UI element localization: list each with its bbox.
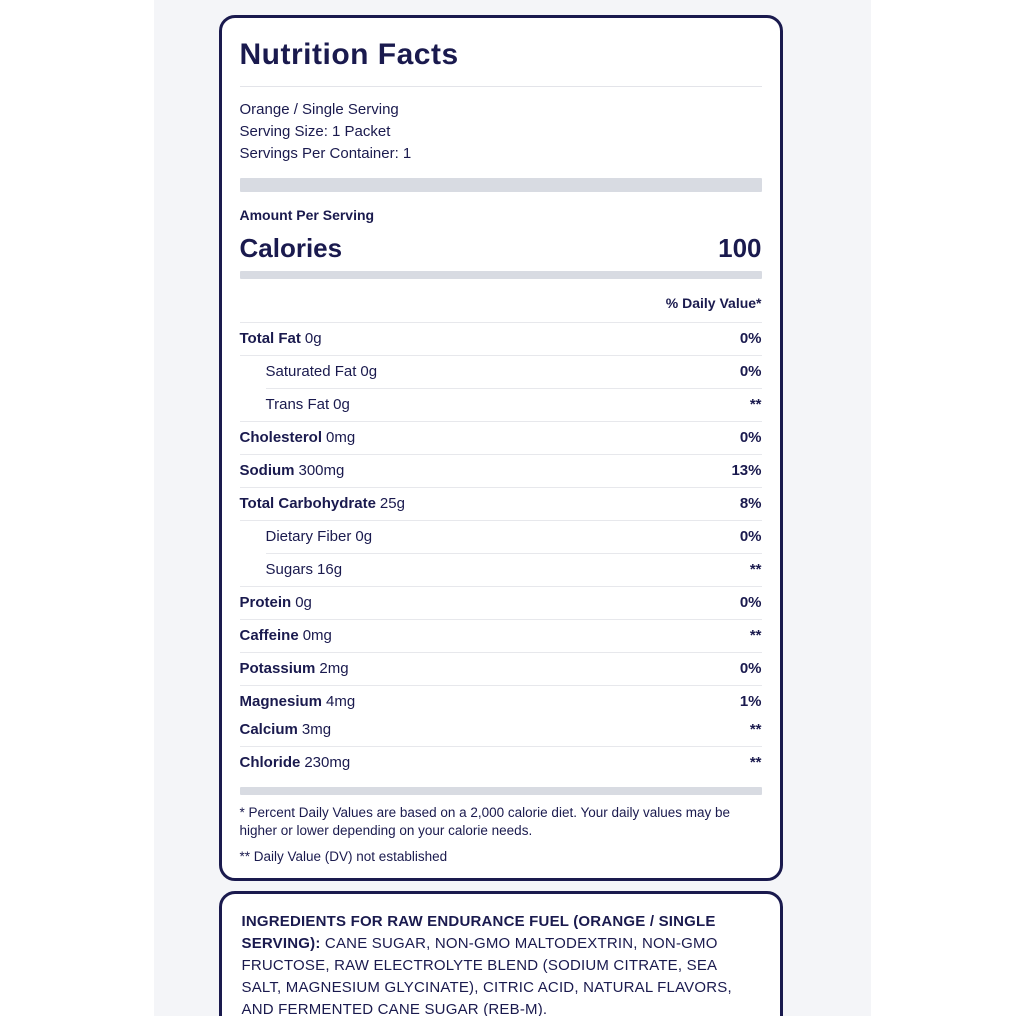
nutrient-dv: 0%: [739, 363, 762, 380]
nutrient-dv: 1%: [739, 693, 762, 710]
row-divider: [239, 355, 762, 356]
nutrient-dv: 13%: [731, 462, 762, 479]
nutrient-text: Saturated Fat 0g: [265, 363, 378, 380]
nutrient-dv: **: [749, 754, 762, 771]
row-divider: [239, 487, 762, 488]
servings-per-container-line: Servings Per Container: 1: [239, 145, 412, 162]
row-divider: [239, 746, 762, 747]
nutrient-text: Magnesium 4mg: [239, 693, 356, 710]
nutrient-dv: 0%: [739, 594, 762, 611]
nutrient-text: Sodium 300mg: [239, 462, 345, 479]
nutrient-dv: **: [749, 561, 762, 578]
row-divider: [265, 553, 762, 554]
nutrient-row-total-fat: Total Fat 0g 0%: [240, 323, 762, 355]
row-divider: [239, 454, 762, 455]
nutrient-row-magnesium: Magnesium 4mg 1%: [240, 686, 762, 718]
nutrient-text: Cholesterol 0mg: [239, 429, 356, 446]
row-divider: [239, 652, 762, 653]
nutrient-text: Total Carbohydrate 25g: [239, 495, 405, 512]
row-divider: [239, 586, 762, 587]
nutrient-row-saturated-fat: Saturated Fat 0g 0%: [240, 356, 762, 388]
section-separator-bar: [239, 271, 762, 279]
nutrient-row-caffeine: Caffeine 0mg **: [240, 620, 762, 652]
daily-value-header: % Daily Value*: [239, 287, 762, 323]
section-separator-bar: [239, 787, 762, 795]
row-divider: [239, 520, 762, 521]
nutrient-dv: **: [749, 627, 762, 644]
nutrient-dv: 0%: [739, 330, 762, 347]
nutrient-text: Protein 0g: [239, 594, 312, 611]
calories-value: 100: [718, 233, 762, 263]
nutrient-text: Trans Fat 0g: [265, 396, 350, 413]
nutrient-row-sodium: Sodium 300mg 13%: [240, 455, 762, 487]
label-sheet: Nutrition Facts Orange / Single Serving …: [153, 0, 871, 1016]
serving-size-line: Serving Size: 1 Packet: [239, 123, 391, 140]
nutrient-dv: 0%: [739, 660, 762, 677]
nutrient-row-potassium: Potassium 2mg 0%: [240, 653, 762, 685]
ingredients-text: INGREDIENTS FOR RAW ENDURANCE FUEL (ORAN…: [242, 911, 760, 1016]
nutrient-row-total-carbohydrate: Total Carbohydrate 25g 8%: [240, 488, 762, 520]
ingredients-panel: INGREDIENTS FOR RAW ENDURANCE FUEL (ORAN…: [218, 891, 783, 1016]
nutrient-row-dietary-fiber: Dietary Fiber 0g 0%: [240, 521, 762, 553]
nutrient-text: Chloride 230mg: [239, 754, 351, 771]
calories-row: Calories 100: [240, 233, 762, 263]
section-separator-bar: [239, 178, 762, 192]
nutrient-dv: **: [749, 396, 762, 413]
nutrient-text: Potassium 2mg: [239, 660, 349, 677]
nutrient-dv: 8%: [739, 495, 762, 512]
nutrient-row-protein: Protein 0g 0%: [240, 587, 762, 619]
nutrition-facts-title: Nutrition Facts: [239, 32, 762, 87]
nutrient-dv: 0%: [739, 429, 762, 446]
ingredients-heading: INGREDIENTS FOR RAW ENDURANCE FUEL (ORAN…: [241, 913, 716, 952]
nutrient-row-chloride: Chloride 230mg **: [240, 747, 762, 779]
nutrient-text: Caffeine 0mg: [239, 627, 332, 644]
flavor-serving-line: Orange / Single Serving: [239, 101, 399, 118]
ingredients-list: CANE SUGAR, NON-GMO MALTODEXTRIN, NON-GM…: [241, 935, 732, 1016]
calories-label: Calories: [239, 233, 343, 263]
row-divider: [265, 388, 762, 389]
daily-value-footnote: * Percent Daily Values are based on a 2,…: [239, 805, 731, 838]
nutrient-text: Total Fat 0g: [239, 330, 322, 347]
dv-not-established-footnote: ** Daily Value (DV) not established: [239, 849, 448, 864]
nutrient-text: Sugars 16g: [265, 561, 343, 578]
amount-per-serving-label: Amount Per Serving: [239, 207, 375, 223]
row-divider: [239, 421, 762, 422]
nutrient-row-calcium: Calcium 3mg **: [240, 718, 762, 746]
nutrient-text: Calcium 3mg: [239, 721, 332, 738]
row-divider: [239, 619, 762, 620]
nutrient-dv: 0%: [739, 528, 762, 545]
nutrient-text: Dietary Fiber 0g: [265, 528, 373, 545]
nutrient-row-trans-fat: Trans Fat 0g **: [240, 389, 762, 421]
nutrient-row-cholesterol: Cholesterol 0mg 0%: [240, 422, 762, 454]
row-divider: [239, 685, 762, 686]
nutrition-facts-panel: Nutrition Facts Orange / Single Serving …: [218, 15, 783, 881]
nutrient-row-sugars: Sugars 16g **: [240, 554, 762, 586]
nutrient-dv: **: [749, 721, 762, 738]
